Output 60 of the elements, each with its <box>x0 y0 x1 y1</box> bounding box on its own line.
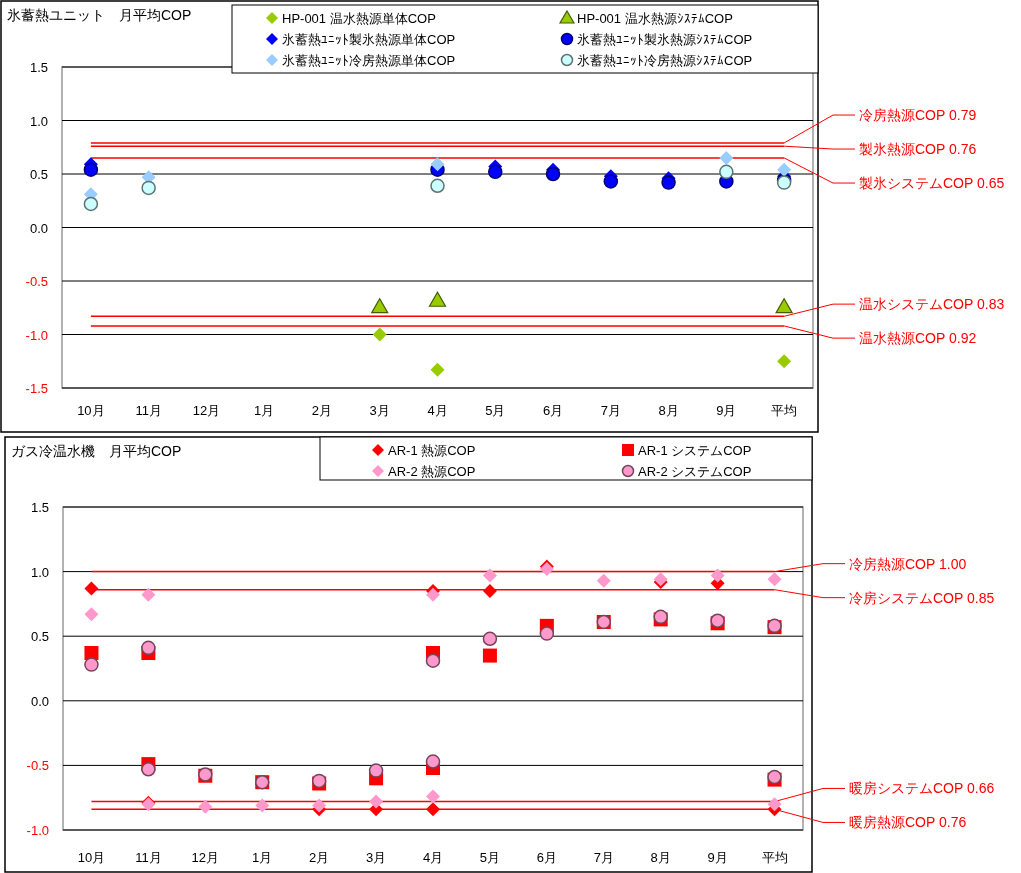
x-tick-label: 2月 <box>309 850 330 865</box>
x-tick-label: 2月 <box>311 403 333 418</box>
x-tick-label: 1月 <box>254 403 275 418</box>
x-tick-label: 9月 <box>716 403 737 418</box>
y-tick-label: 0.5 <box>30 629 49 645</box>
ref-line-label: 冷房熱源COP 0.79 <box>859 107 977 124</box>
x-tick-label: 平均 <box>771 403 798 418</box>
x-tick-label: 3月 <box>369 403 390 418</box>
x-tick-label: 11月 <box>135 403 162 418</box>
y-tick-label: -1.0 <box>25 327 48 343</box>
ref-line-label: 温水熱源COP 0.92 <box>859 330 977 347</box>
x-tick-label: 8月 <box>658 403 679 418</box>
x-tick-label: 5月 <box>479 850 501 865</box>
legend-label: AR-2 熱源COP <box>388 464 476 479</box>
legend-label: 氷蓄熱ﾕﾆｯﾄ製氷熱源単体COP <box>282 32 456 47</box>
y-tick-label: 1.0 <box>29 113 48 129</box>
ref-line-label: 暖房システムCOP 0.66 <box>849 780 995 797</box>
x-tick-label: 4月 <box>422 850 444 865</box>
y-tick-label: -0.5 <box>26 758 49 774</box>
x-tick-label: 9月 <box>707 850 728 865</box>
ref-line-label: 製氷システムCOP 0.65 <box>859 175 1005 192</box>
legend-label: AR-1 システムCOP <box>638 443 752 458</box>
legend-label: HP-001 温水熱源ｼｽﾃﾑCOP <box>577 11 733 26</box>
y-tick-label: 0.0 <box>30 693 49 709</box>
legend-label: 氷蓄熱ﾕﾆｯﾄ冷房熱源単体COP <box>282 53 456 68</box>
y-tick-label: -0.5 <box>25 274 48 289</box>
chart-title: ガス冷温水機 月平均COP <box>11 443 182 459</box>
legend-label: AR-2 システムCOP <box>638 464 752 479</box>
legend-label: 氷蓄熱ﾕﾆｯﾄ製氷熱源ｼｽﾃﾑCOP <box>577 32 753 47</box>
x-tick-label: 6月 <box>542 403 564 418</box>
x-tick-label: 4月 <box>427 403 448 418</box>
x-tick-label: 7月 <box>600 403 621 418</box>
legend-label: HP-001 温水熱源単体COP <box>282 11 436 26</box>
ref-line-label: 冷房システムCOP 0.85 <box>849 589 995 606</box>
x-tick-label: 10月 <box>77 850 106 865</box>
y-tick-label: 1.5 <box>29 60 48 75</box>
y-tick-label: 0.0 <box>29 220 48 236</box>
x-tick-label: 7月 <box>593 850 614 865</box>
legend-label: 氷蓄熱ﾕﾆｯﾄ冷房熱源ｼｽﾃﾑCOP <box>577 53 753 68</box>
y-tick-label: 1.0 <box>30 564 49 580</box>
x-tick-label: 1月 <box>252 850 273 865</box>
ref-line-label: 暖房熱源COP 0.76 <box>849 814 967 831</box>
y-tick-label: -1.5 <box>25 381 48 396</box>
x-tick-label: 3月 <box>365 850 387 865</box>
ref-line-label: 温水システムCOP 0.83 <box>859 296 1005 313</box>
y-tick-label: 1.5 <box>30 500 49 515</box>
x-tick-label: 5月 <box>485 403 506 418</box>
ref-line-label: 製氷熱源COP 0.76 <box>859 141 977 158</box>
x-tick-label: 平均 <box>761 850 788 865</box>
x-tick-label: 10月 <box>77 403 105 418</box>
x-tick-label: 12月 <box>192 403 221 418</box>
y-tick-label: -1.0 <box>26 823 49 838</box>
chart-title: 氷蓄熱ユニット 月平均COP <box>7 7 192 23</box>
x-tick-label: 6月 <box>536 850 557 865</box>
x-tick-label: 12月 <box>191 850 220 865</box>
legend-label: AR-1 熱源COP <box>388 443 476 458</box>
ref-line-label: 冷房熱源COP 1.00 <box>849 555 967 572</box>
x-tick-label: 8月 <box>650 850 671 865</box>
y-tick-label: 0.5 <box>29 167 48 182</box>
x-tick-label: 11月 <box>135 850 162 865</box>
